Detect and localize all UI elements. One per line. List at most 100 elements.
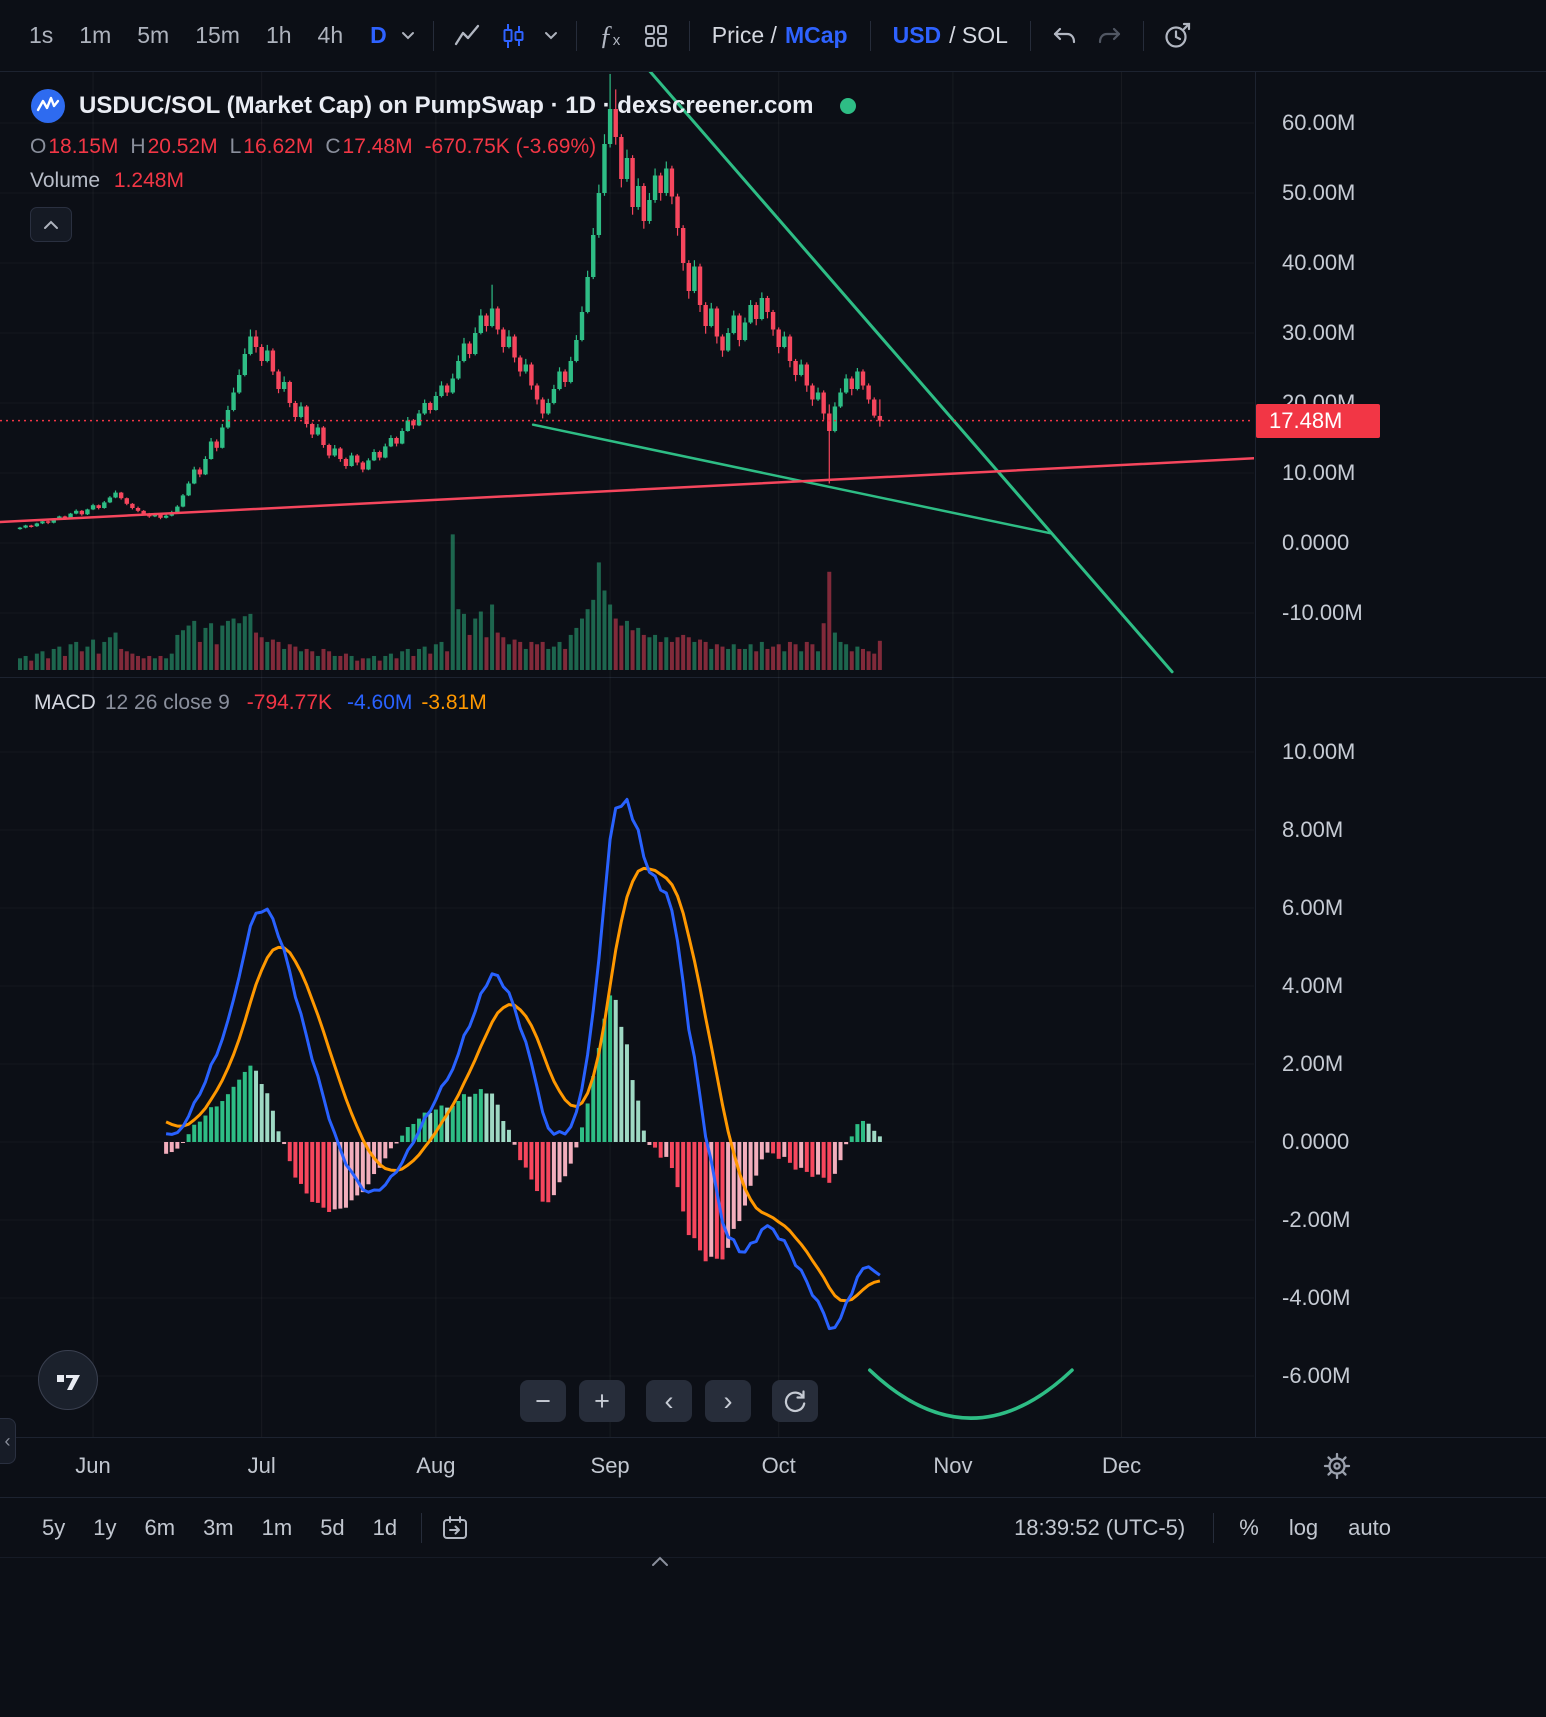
pair-avatar-icon [30, 88, 66, 124]
timeframe-button[interactable]: 5m [137, 22, 170, 48]
reset-view-button[interactable] [772, 1380, 818, 1422]
expand-drawer-chevron-icon[interactable] [650, 1556, 670, 1567]
zoom-out-button[interactable]: − [520, 1380, 566, 1422]
high-label: H [130, 135, 146, 158]
range-1y-button[interactable]: 1y [93, 1514, 117, 1540]
macd-pane[interactable]: MACD 12 26 close 9 -794.77K -4.60M -3.81… [0, 677, 1254, 1437]
price-axis-label: 10.00M [1282, 460, 1356, 485]
line-chart-type-icon[interactable] [444, 13, 490, 59]
chart-title: USDUC/SOL (Market Cap) on PumpSwap · 1D … [79, 92, 814, 119]
auto-scale-button[interactable]: auto [1348, 1514, 1391, 1540]
clock-icon[interactable] [1154, 13, 1200, 59]
macd-axis-label: -6.00M [1282, 1363, 1351, 1388]
chevron-down-icon[interactable] [536, 27, 566, 45]
mcap-label: MCap [784, 22, 848, 48]
current-price-tag: 17.48M [1256, 403, 1380, 438]
price-scale[interactable]: 60.00M 50.00M 40.00M 30.00M 20.00M 10.00… [1255, 72, 1546, 1437]
month-label: Sep [590, 1453, 630, 1478]
timeframe-button[interactable]: 15m [195, 22, 240, 48]
redo-icon[interactable] [1087, 13, 1133, 59]
range-6m-button[interactable]: 6m [144, 1514, 176, 1540]
candlestick-chart-type-icon[interactable] [490, 13, 536, 59]
usd-label: USD [892, 22, 942, 48]
range-1d-button[interactable]: 1d [372, 1514, 398, 1540]
macd-chart-canvas[interactable] [0, 677, 1254, 1437]
macd-line-value: -4.60M [347, 691, 413, 714]
range-5y-button[interactable]: 5y [42, 1514, 66, 1540]
settings-gear-icon[interactable] [1322, 1451, 1352, 1481]
pane-divider[interactable] [0, 677, 1546, 678]
macd-axis-label: 6.00M [1282, 895, 1344, 920]
macd-axis-label: 10.00M [1282, 739, 1356, 764]
chart-nav-cluster: − + ‹ › [520, 1380, 818, 1422]
ohlc-legend: O 18.15M H 20.52M L 16.62M C 17.48M -670.75K… [30, 135, 856, 159]
toolbar-divider [1142, 20, 1144, 51]
percent-scale-button[interactable]: % [1239, 1514, 1259, 1540]
price-axis-label: -10.00M [1282, 600, 1363, 625]
macd-legend: MACD 12 26 close 9 -794.77K -4.60M -3.81… [34, 691, 487, 715]
go-to-date-icon[interactable] [432, 1505, 478, 1551]
timeframe-button[interactable]: 1h [265, 22, 292, 48]
left-panel-toggle[interactable]: ‹ [0, 1418, 16, 1464]
macd-axis-label: 0.0000 [1282, 1129, 1350, 1154]
price-axis-label: 40.00M [1282, 250, 1356, 275]
month-label: Dec [1101, 1453, 1142, 1478]
toolbar-divider [1213, 1512, 1215, 1543]
toolbar-divider [432, 20, 434, 51]
scroll-left-button[interactable]: ‹ [646, 1380, 692, 1422]
low-value: 16.62M [243, 135, 314, 158]
sol-label: / SOL [949, 22, 1008, 48]
price-pane[interactable]: USDUC/SOL (Market Cap) on PumpSwap · 1D … [0, 72, 1254, 677]
high-value: 20.52M [147, 135, 218, 158]
price-axis-label: 50.00M [1282, 180, 1356, 205]
tradingview-logo[interactable] [38, 1350, 98, 1410]
usd-sol-toggle[interactable]: USD / SOL [881, 22, 1020, 49]
macd-axis-label: -4.00M [1282, 1285, 1351, 1310]
open-label: O [30, 135, 47, 158]
price-axis-label: 30.00M [1282, 320, 1356, 345]
timeframe-button[interactable]: 1s [29, 22, 54, 48]
month-label: Jul [247, 1453, 276, 1478]
bottom-toolbar: 5y 1y 6m 3m 1m 5d 1d 18:39:52 (UTC-5) % … [0, 1497, 1546, 1558]
toolbar-divider [575, 20, 577, 51]
macd-signal-value: -3.81M [421, 691, 487, 714]
price-mcap-toggle[interactable]: Price / MCap [700, 22, 860, 49]
volume-label: Volume [30, 169, 101, 192]
timeframe-button[interactable]: 1m [79, 22, 112, 48]
timeframe-active-button[interactable]: D [370, 22, 387, 48]
change-value: -670.75K (-3.69%) [424, 135, 597, 158]
macd-params: 12 26 close 9 [104, 691, 230, 714]
toolbar-divider [688, 20, 690, 51]
price-axis-label: 0.0000 [1282, 530, 1350, 555]
chevron-down-icon[interactable] [393, 27, 423, 45]
undo-icon[interactable] [1041, 13, 1087, 59]
price-chart-canvas[interactable] [0, 72, 1254, 677]
volume-value: 1.248M [113, 169, 184, 192]
open-value: 18.15M [48, 135, 119, 158]
collapse-legend-button[interactable] [30, 207, 72, 242]
close-value: 17.48M [342, 135, 413, 158]
clock-text: 18:39:52 (UTC-5) [1014, 1514, 1186, 1540]
low-label: L [229, 135, 242, 158]
month-label: Jun [75, 1453, 111, 1478]
live-status-dot [840, 98, 857, 114]
range-5d-button[interactable]: 5d [320, 1514, 345, 1540]
volume-legend: Volume 1.248M [30, 169, 856, 193]
log-scale-button[interactable]: log [1288, 1514, 1319, 1540]
scroll-right-button[interactable]: › [705, 1380, 751, 1422]
timeframe-button[interactable]: 4h [317, 22, 344, 48]
range-3m-button[interactable]: 3m [203, 1514, 234, 1540]
range-1m-button[interactable]: 1m [261, 1514, 293, 1540]
price-axis-label: 60.00M [1282, 110, 1356, 135]
month-label: Aug [416, 1453, 456, 1478]
toolbar-divider [1029, 20, 1031, 51]
price-label: Price / [711, 22, 777, 48]
month-label: Nov [933, 1453, 973, 1478]
layout-grid-icon[interactable] [633, 13, 679, 59]
time-scale[interactable]: Jun Jul Aug Sep Oct Nov Dec [0, 1437, 1546, 1497]
chart-legend: USDUC/SOL (Market Cap) on PumpSwap · 1D … [30, 88, 857, 242]
zoom-in-button[interactable]: + [579, 1380, 625, 1422]
month-label: Oct [761, 1453, 796, 1478]
